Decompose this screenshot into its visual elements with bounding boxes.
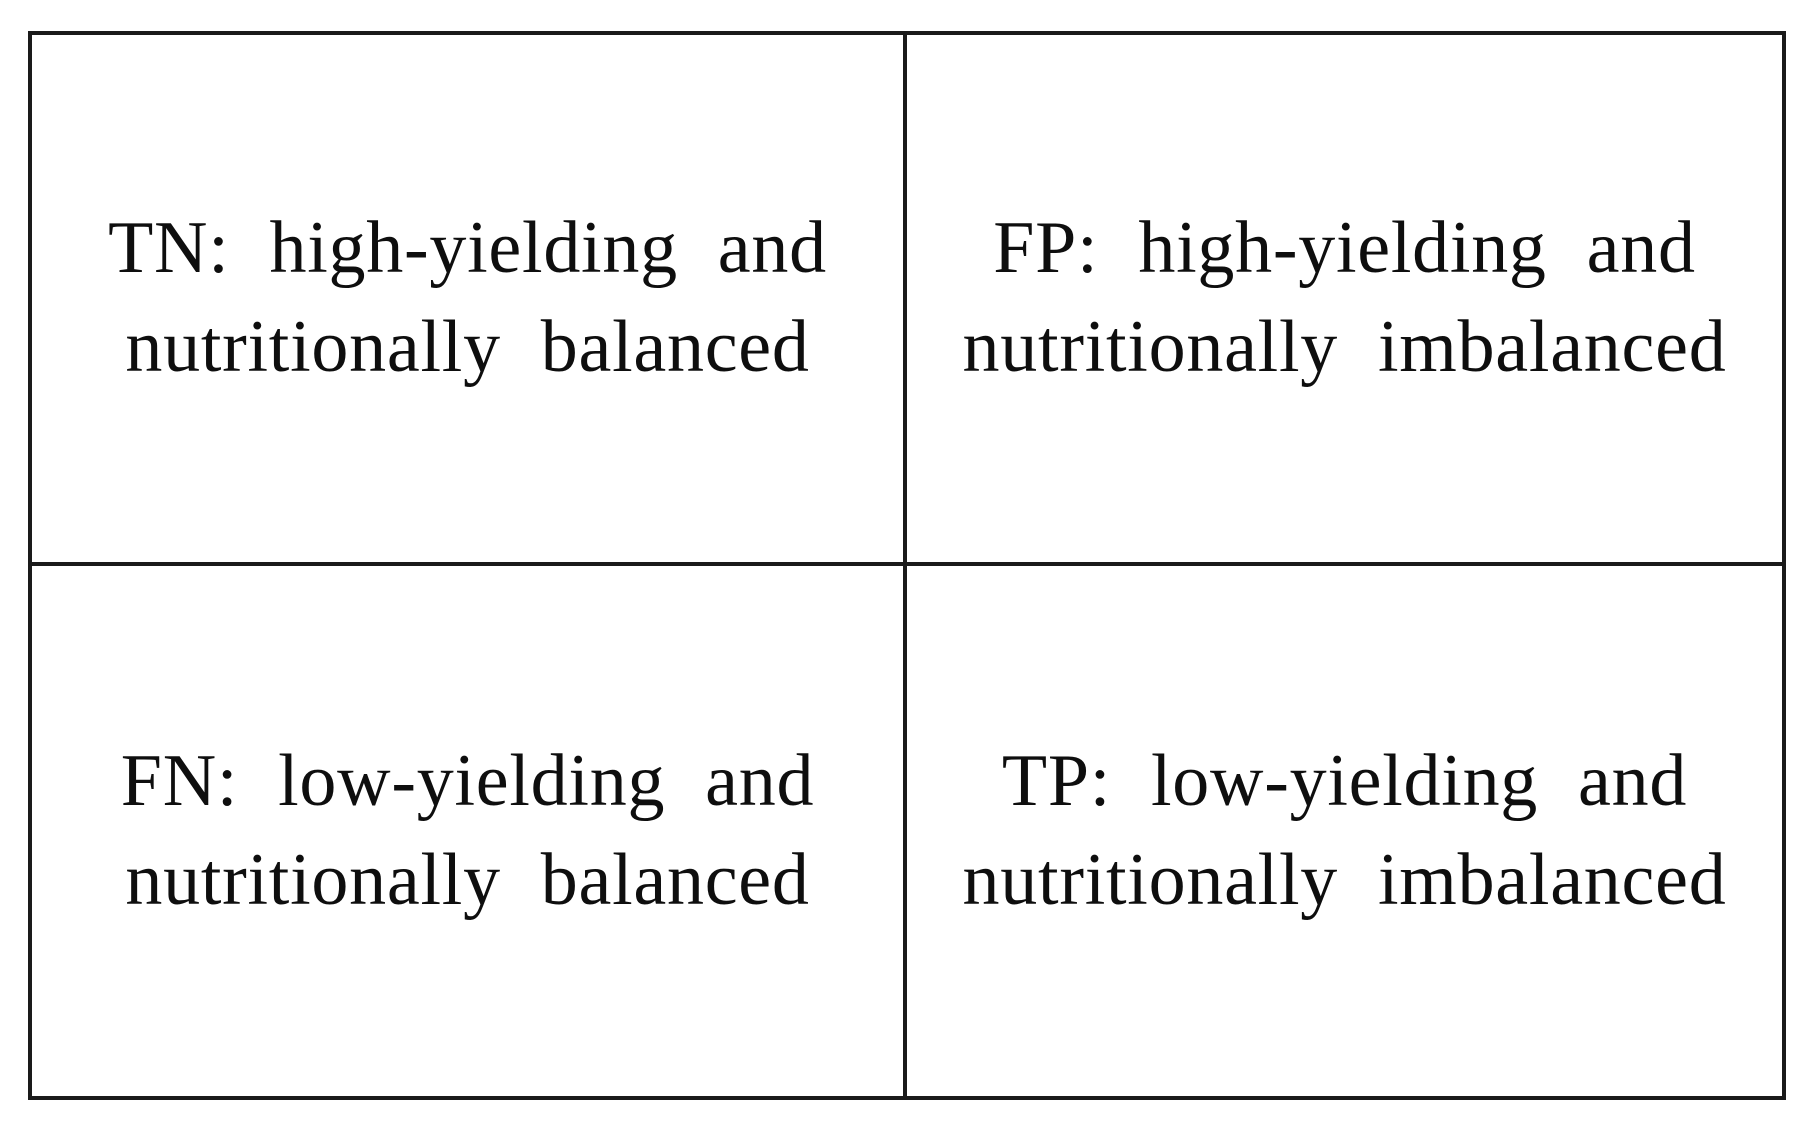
cell-text-line: nutritionally balanced xyxy=(125,306,810,389)
cell-false-positive: FP: high-yielding and nutritionally imba… xyxy=(907,35,1782,566)
cell-text-line: TN: high-yielding and xyxy=(108,207,827,290)
cell-text-line: FN: low-yielding and xyxy=(120,739,815,822)
confusion-matrix-table: TN: high-yielding and nutritionally bala… xyxy=(28,31,1786,1100)
cell-text-line: TP: low-yielding and xyxy=(1001,739,1688,822)
cell-text-line: nutritionally imbalanced xyxy=(962,306,1727,389)
cell-text-line: FP: high-yielding and xyxy=(993,207,1696,290)
cell-text-line: nutritionally balanced xyxy=(125,838,810,921)
cell-text-line: nutritionally imbalanced xyxy=(962,838,1727,921)
cell-true-negative: TN: high-yielding and nutritionally bala… xyxy=(32,35,907,566)
cell-false-negative: FN: low-yielding and nutritionally balan… xyxy=(32,565,907,1096)
cell-true-positive: TP: low-yielding and nutritionally imbal… xyxy=(907,566,1782,1097)
